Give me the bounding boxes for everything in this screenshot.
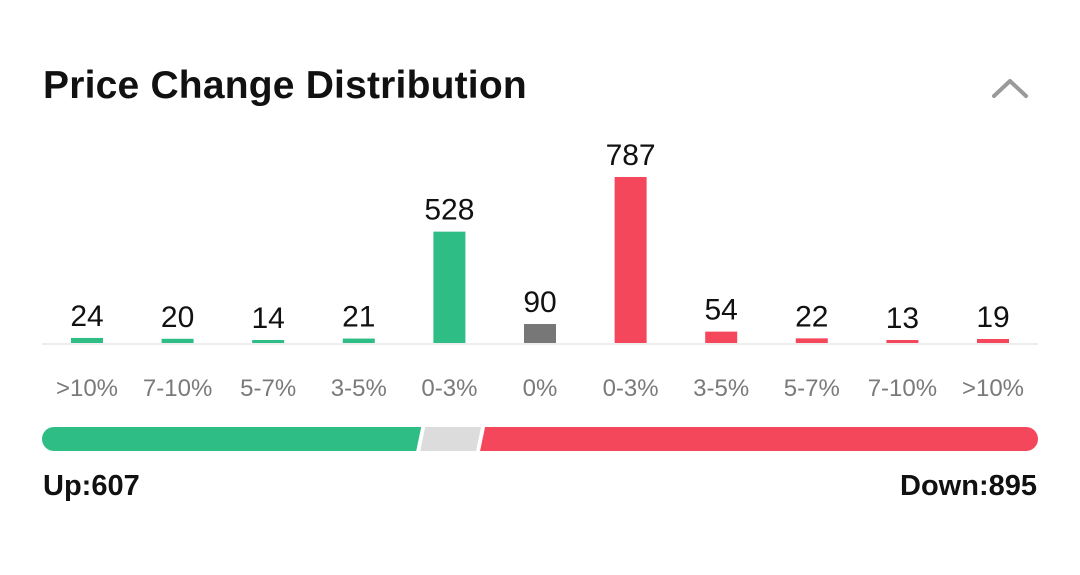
bar-value-label: 90: [523, 286, 556, 319]
bar-down-9[interactable]: [886, 340, 919, 343]
category-label: 0-3%: [421, 375, 477, 402]
bar-value-label: 54: [705, 294, 738, 327]
bar-value-label: 787: [606, 139, 656, 172]
down-count-label: Down:895: [900, 470, 1037, 502]
category-label: 3-5%: [693, 375, 749, 402]
up-down-ratio-bar: [42, 427, 1038, 451]
distribution-bar-chart: 24 >10% 20 7-10% 14 5-7% 21 3-5% 528 0-3% 90 0% 787 0…: [42, 139, 1038, 402]
bar-value-label: 21: [342, 301, 375, 334]
bar-down-8[interactable]: [795, 338, 828, 343]
bar-value-label: 13: [886, 302, 919, 335]
bar-value-label: 24: [70, 300, 103, 333]
category-label: 0-3%: [603, 375, 659, 402]
category-label: 5-7%: [240, 375, 296, 402]
up-segment: [42, 427, 422, 451]
bar-up-2[interactable]: [252, 340, 285, 343]
chevron-up-icon: [992, 79, 1028, 98]
bar-value-label: 528: [424, 194, 474, 227]
category-label: 0%: [523, 375, 558, 402]
bar-down-6[interactable]: [614, 177, 647, 343]
category-label: 3-5%: [331, 375, 387, 402]
bar-value-label: 14: [252, 302, 285, 335]
chart-title: Price Change Distribution: [43, 64, 527, 107]
category-label: >10%: [962, 375, 1024, 402]
bar-value-label: 22: [795, 300, 828, 333]
bar-up-3[interactable]: [342, 338, 375, 343]
bar-flat-5[interactable]: [524, 324, 556, 343]
flat-segment: [420, 427, 482, 451]
up-count-label: Up:607: [43, 470, 140, 502]
collapse-button[interactable]: [986, 70, 1034, 106]
bar-down-7[interactable]: [705, 331, 738, 343]
bar-up-4[interactable]: [433, 231, 466, 343]
down-segment: [480, 427, 1038, 451]
bar-up-0[interactable]: [71, 337, 103, 343]
bar-value-label: 19: [976, 301, 1009, 334]
category-label: >10%: [56, 375, 118, 402]
category-label: 5-7%: [784, 375, 840, 402]
category-label: 7-10%: [143, 375, 212, 402]
bar-up-1[interactable]: [161, 338, 194, 343]
bar-down-10[interactable]: [977, 338, 1009, 343]
bar-value-label: 20: [161, 301, 194, 334]
category-label: 7-10%: [868, 375, 937, 402]
